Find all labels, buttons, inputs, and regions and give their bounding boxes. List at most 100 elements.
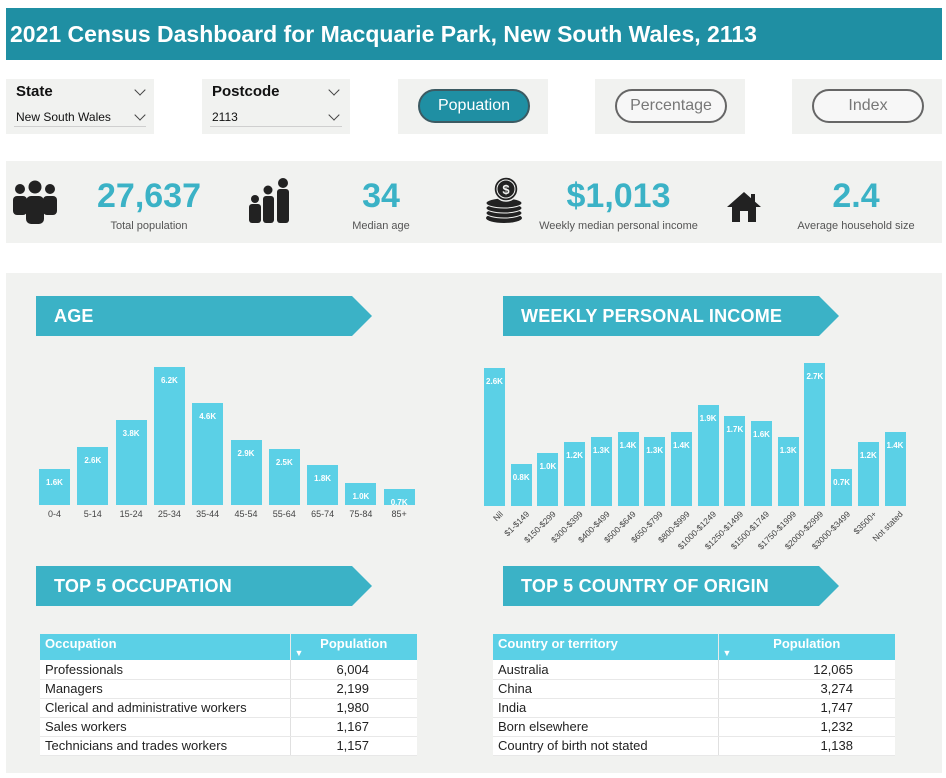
postcode-filter-label: Postcode — [212, 83, 280, 100]
column-header-occupation[interactable]: Occupation — [40, 634, 290, 660]
median-age-value: 34 — [362, 177, 400, 215]
bar-25-34[interactable] — [153, 367, 185, 505]
x-tick-label: 45-54 — [234, 509, 258, 519]
table-cell: 1,980 — [289, 698, 417, 718]
toggle-index-wrap: Index — [792, 79, 942, 134]
svg-text:$: $ — [502, 182, 510, 197]
age-section-title: AGE — [54, 306, 94, 326]
chevron-down-icon[interactable] — [328, 109, 340, 121]
table-row: Born elsewhere 1,232 — [493, 717, 895, 737]
bar-$3000-$3499[interactable] — [831, 469, 853, 506]
x-tick-label: 35-44 — [196, 509, 220, 519]
bar-$800-$999[interactable] — [670, 432, 692, 506]
bar-$650-$799[interactable] — [644, 437, 666, 506]
column-header-label: Population — [320, 636, 388, 651]
postcode-filter-value[interactable]: 2113 — [212, 110, 238, 124]
house-icon — [727, 192, 761, 222]
total-population-value: 27,637 — [97, 177, 201, 215]
table-header-row: Occupation Population ▼ — [40, 634, 417, 660]
bar-55-64[interactable] — [268, 449, 300, 505]
table-cell: 2,199 — [289, 679, 417, 699]
column-header-population[interactable]: Population ▼ — [289, 634, 417, 660]
population-toggle-button[interactable]: Popuation — [418, 89, 530, 123]
x-tick-label: 15-24 — [119, 509, 143, 519]
chevron-down-icon[interactable] — [134, 109, 146, 121]
bar-$1250-$1499[interactable] — [724, 416, 746, 506]
bar-65-74[interactable] — [307, 465, 339, 505]
weekly-income-label: Weekly median personal income — [539, 220, 698, 232]
bar-35-44[interactable] — [192, 403, 224, 505]
x-tick-label: 5-14 — [83, 509, 102, 519]
income-section-title: WEEKLY PERSONAL INCOME — [521, 306, 783, 326]
column-header-population[interactable]: Population ▼ — [717, 634, 895, 660]
x-tick-label: 55-64 — [272, 509, 296, 519]
table-row: Technicians and trades workers 1,157 — [40, 736, 417, 756]
bar-data-label: 0.7K — [390, 498, 408, 507]
postcode-filter[interactable]: Postcode 2113 — [202, 79, 350, 134]
bar-data-label: 1.3K — [646, 446, 664, 455]
bar-Nil[interactable] — [484, 368, 505, 506]
chevron-down-icon[interactable] — [134, 84, 146, 96]
table-cell: Professionals — [40, 660, 290, 680]
table-row: Clerical and administrative workers 1,980 — [40, 698, 417, 718]
state-filter-value[interactable]: New South Wales — [16, 110, 111, 124]
occupation-section-title: TOP 5 OCCUPATION — [54, 576, 232, 596]
bar-$500-$649[interactable] — [617, 432, 639, 506]
table-cell: 1,232 — [717, 717, 895, 737]
bar-$1500-$1749[interactable] — [751, 421, 772, 506]
state-filter[interactable]: State New South Wales — [6, 79, 154, 134]
bar-data-label: 2.7K — [806, 372, 824, 381]
x-tick-label: Nil — [490, 509, 505, 524]
bar-15-24[interactable] — [115, 420, 147, 505]
bar-$150-$299[interactable] — [537, 453, 559, 506]
bar-45-54[interactable] — [230, 440, 262, 505]
banner-arrow-shape — [36, 566, 372, 606]
household-size-value: 2.4 — [832, 177, 880, 215]
money-coins-icon: $ — [485, 176, 523, 223]
bar-$1000-$1249[interactable] — [697, 405, 719, 506]
chevron-down-icon[interactable] — [328, 84, 340, 96]
bar-data-label: 2.9K — [237, 449, 255, 458]
bar-data-label: 1.7K — [726, 425, 744, 434]
weekly-income-value: $1,013 — [566, 177, 671, 215]
banner-arrow-shape — [503, 566, 839, 606]
table-row: India 1,747 — [493, 698, 895, 718]
bar-data-label: 1.4K — [672, 441, 690, 450]
x-tick-label: 75-84 — [349, 509, 373, 519]
sort-desc-icon[interactable]: ▼ — [294, 648, 304, 658]
bar-$1-$149[interactable] — [510, 464, 532, 506]
bar-85+[interactable] — [383, 489, 415, 505]
bar-$2000-$2999[interactable] — [804, 363, 826, 506]
bar-data-label: 1.3K — [592, 446, 610, 455]
age-bar-chart: 1.6K 0-4 2.6K 5-14 3.8K 15-24 6.2K 25-34 4.6K 35-… — [36, 363, 416, 533]
bar-$1750-$1999[interactable] — [777, 437, 799, 506]
group-icon — [13, 180, 57, 224]
percentage-toggle-button[interactable]: Percentage — [615, 89, 727, 123]
median-age-label: Median age — [352, 220, 410, 232]
banner-arrow-shape — [36, 296, 372, 336]
column-header-label: Population — [773, 636, 841, 651]
bar-Not stated[interactable] — [884, 432, 906, 506]
bar-0-4[interactable] — [39, 469, 70, 505]
bar-$300-$399[interactable] — [564, 442, 586, 506]
column-header-label: Country or territory — [498, 636, 618, 651]
table-cell: 1,138 — [717, 736, 895, 756]
bar-data-label: 1.9K — [699, 414, 717, 423]
table-row: Sales workers 1,167 — [40, 717, 417, 737]
page-title: 2021 Census Dashboard for Macquarie Park… — [6, 8, 942, 60]
bar-75-84[interactable] — [345, 483, 377, 505]
table-cell: 6,004 — [289, 660, 417, 680]
bar-data-label: 1.0K — [352, 492, 370, 501]
income-section-banner: WEEKLY PERSONAL INCOME — [503, 296, 839, 336]
column-header-country[interactable]: Country or territory — [493, 634, 718, 660]
x-tick-label: 0-4 — [47, 509, 61, 519]
bar-5-14[interactable] — [77, 447, 109, 505]
index-toggle-button[interactable]: Index — [812, 89, 924, 123]
bar-$3500+[interactable] — [857, 442, 879, 506]
bar-data-label: 1.8K — [314, 474, 332, 483]
bar-data-label: 0.8K — [512, 473, 530, 482]
bar-data-label: 0.7K — [833, 478, 851, 487]
bar-data-label: 1.6K — [46, 478, 63, 487]
sort-desc-icon[interactable]: ▼ — [722, 648, 732, 658]
bar-$400-$499[interactable] — [590, 437, 612, 506]
